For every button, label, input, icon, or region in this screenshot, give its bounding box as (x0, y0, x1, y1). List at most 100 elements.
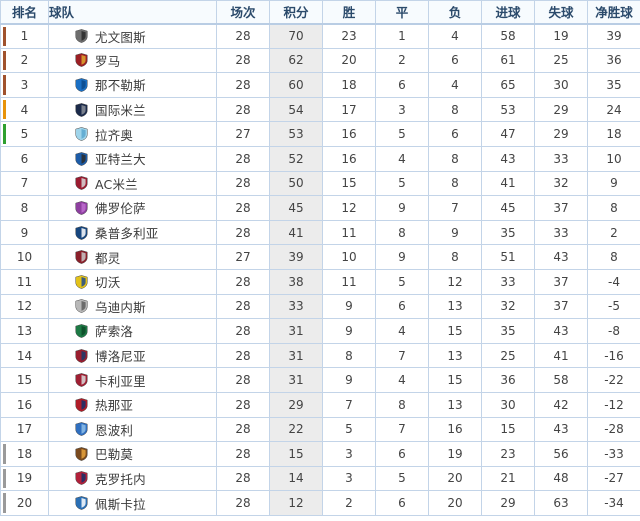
table-row[interactable]: 7 AC米兰 28 50 15 5 8 41 32 9 (0, 170, 640, 197)
column-header-goals-for[interactable]: 进球 (481, 0, 535, 25)
cell-team[interactable]: 国际米兰 (48, 96, 217, 123)
cell-draw: 7 (375, 342, 429, 369)
cell-team[interactable]: 佩斯卡拉 (48, 490, 217, 516)
rank-status-marker (3, 26, 6, 46)
column-header-loss[interactable]: 负 (428, 0, 482, 25)
team-name: 卡利亚里 (95, 373, 146, 389)
cell-draw: 4 (375, 367, 429, 393)
cell-team[interactable]: 热那亚 (48, 391, 217, 418)
column-header-points[interactable]: 积分 (269, 0, 323, 25)
cell-goals-against: 29 (534, 121, 588, 147)
cell-team[interactable]: 都灵 (48, 244, 217, 270)
column-header-goal-diff[interactable]: 净胜球 (587, 0, 640, 25)
cell-team[interactable]: 佛罗伦萨 (48, 195, 217, 221)
cell-points: 62 (269, 47, 323, 74)
cell-loss: 6 (428, 47, 482, 74)
table-row[interactable]: 3 那不勒斯 28 60 18 6 4 65 30 35 (0, 72, 640, 98)
cell-draw: 9 (375, 195, 429, 221)
torino-badge (75, 250, 88, 264)
cell-points: 50 (269, 170, 323, 197)
cell-team[interactable]: 切沃 (48, 268, 217, 295)
pescara-badge (75, 496, 88, 510)
cell-goal-diff: -16 (587, 342, 640, 369)
table-row[interactable]: 2 罗马 28 62 20 2 6 61 25 36 (0, 47, 640, 74)
cell-rank: 2 (0, 47, 49, 74)
team-name: 佩斯卡拉 (95, 496, 146, 512)
cell-played: 28 (216, 96, 270, 123)
table-row[interactable]: 9 桑普多利亚 28 41 11 8 9 35 33 2 (0, 219, 640, 246)
table-row[interactable]: 20 佩斯卡拉 28 12 2 6 20 29 63 -34 (0, 490, 640, 516)
cell-draw: 1 (375, 23, 429, 49)
cell-team[interactable]: 桑普多利亚 (48, 219, 217, 246)
cell-goals-against: 37 (534, 195, 588, 221)
cell-goals-against: 33 (534, 219, 588, 246)
table-row[interactable]: 18 巴勒莫 28 15 3 6 19 23 56 -33 (0, 441, 640, 467)
cell-draw: 2 (375, 47, 429, 74)
cell-goals-against: 63 (534, 490, 588, 516)
cell-loss: 8 (428, 170, 482, 197)
table-row[interactable]: 11 切沃 28 38 11 5 12 33 37 -4 (0, 268, 640, 295)
cell-team[interactable]: 博洛尼亚 (48, 342, 217, 369)
cell-goals-for: 29 (481, 490, 535, 516)
rank-number: 4 (20, 102, 29, 117)
cell-team[interactable]: AC米兰 (48, 170, 217, 197)
cell-goals-against: 30 (534, 72, 588, 98)
rank-status-marker (3, 75, 6, 95)
column-header-win[interactable]: 胜 (322, 0, 376, 25)
cell-points: 53 (269, 121, 323, 147)
table-row[interactable]: 14 博洛尼亚 28 31 8 7 13 25 41 -16 (0, 342, 640, 369)
column-header-draw[interactable]: 平 (375, 0, 429, 25)
rank-number: 15 (16, 373, 33, 388)
table-header-row: 排名 球队 场次 积分 胜 平 负 进球 失球 净胜球 (0, 0, 640, 25)
table-row[interactable]: 17 恩波利 28 22 5 7 16 15 43 -28 (0, 416, 640, 443)
cell-points: 31 (269, 318, 323, 344)
cell-team[interactable]: 萨索洛 (48, 318, 217, 344)
cell-goal-diff: -12 (587, 391, 640, 418)
table-row[interactable]: 4 国际米兰 28 54 17 3 8 53 29 24 (0, 96, 640, 123)
cell-goal-diff: -5 (587, 293, 640, 320)
table-row[interactable]: 5 拉齐奥 27 53 16 5 6 47 29 18 (0, 121, 640, 147)
juventus-badge (75, 29, 88, 43)
cell-goal-diff: -27 (587, 465, 640, 492)
table-row[interactable]: 19 克罗托内 28 14 3 5 20 21 48 -27 (0, 465, 640, 492)
cell-team[interactable]: 亚特兰大 (48, 145, 217, 172)
table-row[interactable]: 12 乌迪内斯 28 33 9 6 13 32 37 -5 (0, 293, 640, 320)
cell-goal-diff: -8 (587, 318, 640, 344)
table-row[interactable]: 16 热那亚 28 29 7 8 13 30 42 -12 (0, 391, 640, 418)
table-row[interactable]: 10 都灵 27 39 10 9 8 51 43 8 (0, 244, 640, 270)
column-header-goals-against[interactable]: 失球 (534, 0, 588, 25)
cell-win: 9 (322, 293, 376, 320)
cell-team[interactable]: 巴勒莫 (48, 441, 217, 467)
cell-rank: 10 (0, 244, 49, 270)
column-header-played[interactable]: 场次 (216, 0, 270, 25)
cell-team[interactable]: 尤文图斯 (48, 23, 217, 49)
column-header-rank[interactable]: 排名 (0, 0, 49, 25)
cell-rank: 11 (0, 268, 49, 295)
table-row[interactable]: 6 亚特兰大 28 52 16 4 8 43 33 10 (0, 145, 640, 172)
cell-team[interactable]: 乌迪内斯 (48, 293, 217, 320)
cell-team[interactable]: 罗马 (48, 47, 217, 74)
cell-team[interactable]: 克罗托内 (48, 465, 217, 492)
table-row[interactable]: 15 卡利亚里 28 31 9 4 15 36 58 -22 (0, 367, 640, 393)
rank-number: 3 (20, 77, 29, 92)
cell-loss: 8 (428, 244, 482, 270)
cell-loss: 20 (428, 465, 482, 492)
table-row[interactable]: 8 佛罗伦萨 28 45 12 9 7 45 37 8 (0, 195, 640, 221)
cell-goals-against: 33 (534, 145, 588, 172)
team-name: 克罗托内 (95, 471, 146, 487)
cell-goals-against: 41 (534, 342, 588, 369)
cell-team[interactable]: 卡利亚里 (48, 367, 217, 393)
cell-loss: 6 (428, 121, 482, 147)
cell-team[interactable]: 恩波利 (48, 416, 217, 443)
table-row[interactable]: 1 尤文图斯 28 70 23 1 4 58 19 39 (0, 23, 640, 49)
cell-loss: 7 (428, 195, 482, 221)
cell-team[interactable]: 那不勒斯 (48, 72, 217, 98)
table-row[interactable]: 13 萨索洛 28 31 9 4 15 35 43 -8 (0, 318, 640, 344)
rank-number: 12 (16, 299, 33, 314)
cell-played: 28 (216, 490, 270, 516)
column-header-team[interactable]: 球队 (48, 0, 217, 25)
cell-team[interactable]: 拉齐奥 (48, 121, 217, 147)
cell-points: 22 (269, 416, 323, 443)
cell-rank: 19 (0, 465, 49, 492)
cell-draw: 3 (375, 96, 429, 123)
